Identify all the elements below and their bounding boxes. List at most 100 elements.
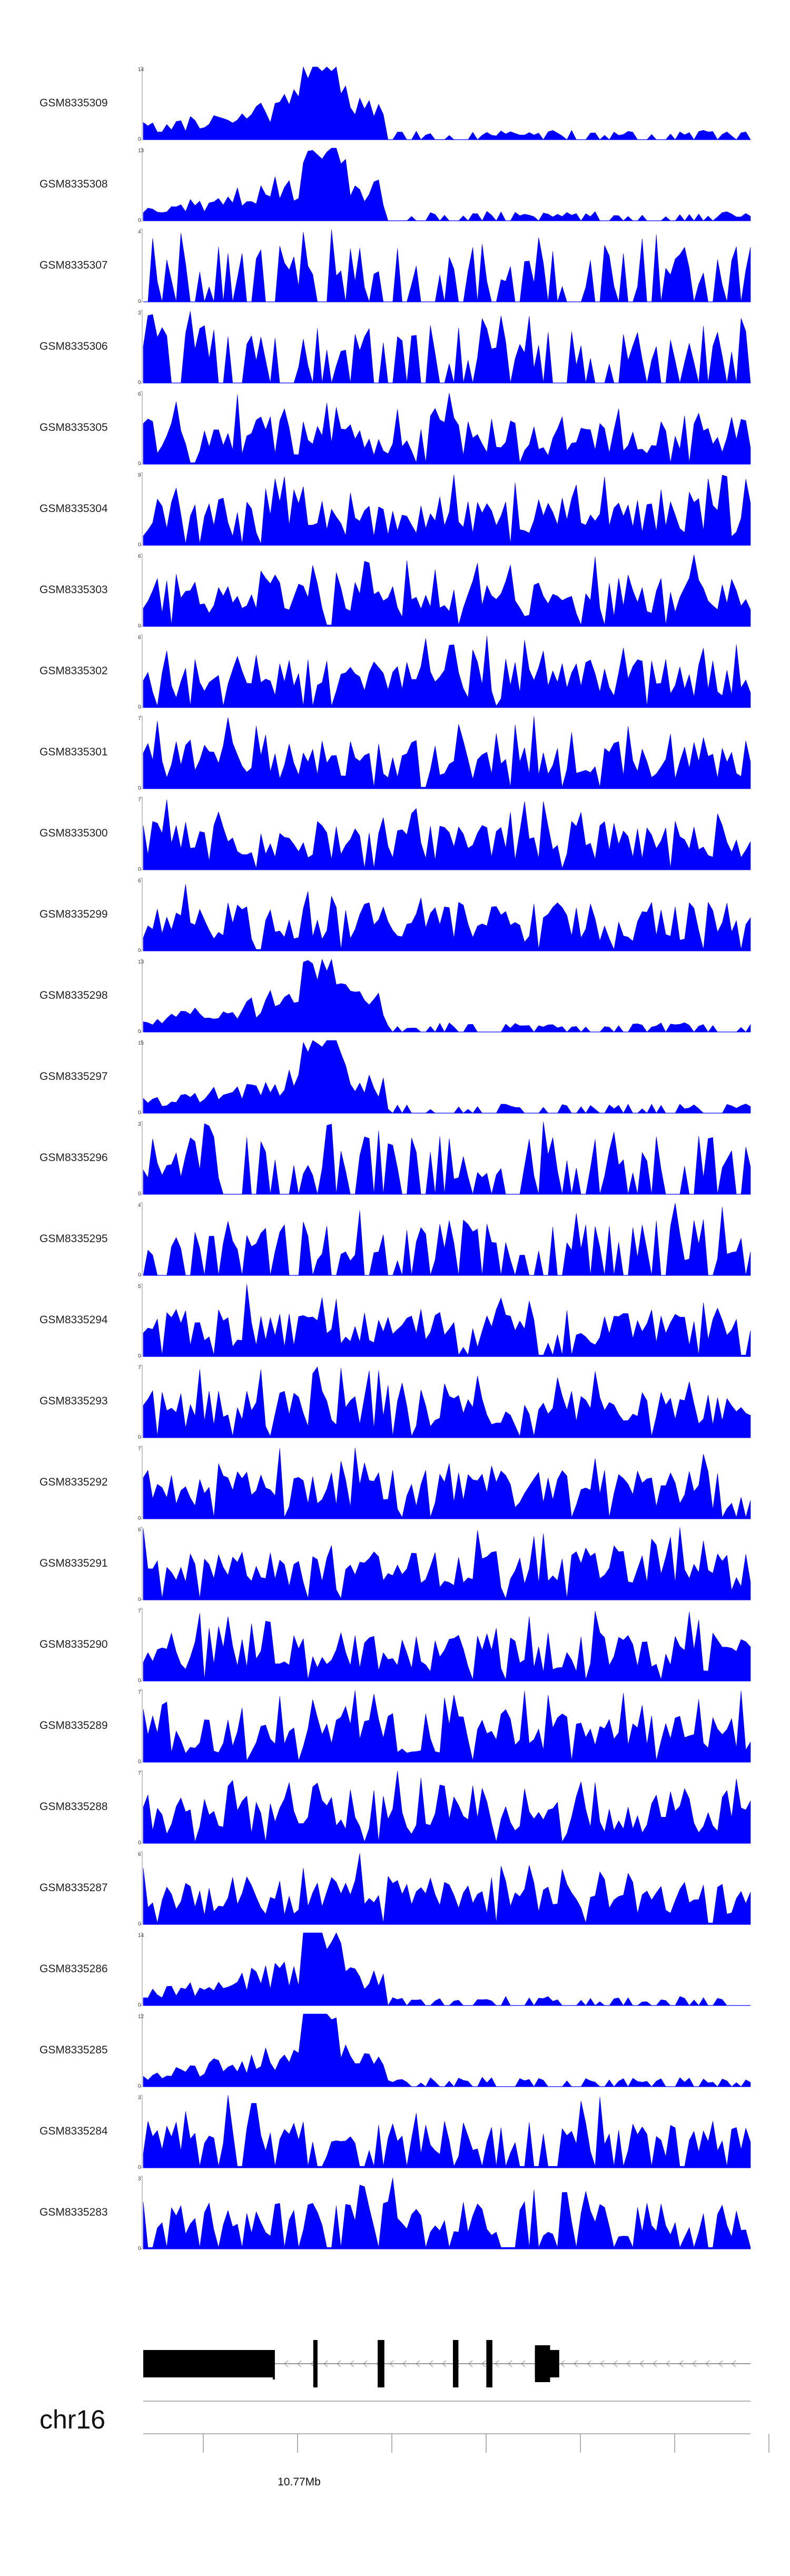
track-label: GSM8335289 (39, 1719, 108, 1732)
y-max-label: 13 (138, 959, 144, 965)
track-GSM8335287: GSM8335287 6 0 (39, 1851, 751, 1927)
y-max-label: 14 (138, 1933, 144, 1939)
track-label: GSM8335299 (39, 908, 108, 920)
strand-arrow (732, 2360, 736, 2367)
track-label: GSM8335287 (39, 1882, 108, 1894)
strand-arrow (310, 2360, 315, 2367)
exon (486, 2340, 492, 2387)
track-GSM8335300: GSM8335300 7 0 (39, 797, 751, 872)
track-GSM8335297: GSM8335297 15 0 (39, 1040, 751, 1116)
y-min-label: 0 (138, 948, 141, 953)
y-min-label: 0 (138, 1759, 141, 1765)
y-max-label: 3 (138, 1122, 141, 1127)
track-GSM8335291: GSM8335291 6 0 (39, 1527, 751, 1602)
track-label: GSM8335292 (39, 1476, 108, 1488)
gene-model (143, 2340, 750, 2387)
coverage-area (143, 716, 751, 789)
y-min-label: 0 (138, 1840, 141, 1846)
y-min-label: 0 (138, 1191, 141, 1197)
strand-arrow (416, 2360, 420, 2367)
coverage-area (143, 1932, 750, 2006)
y-max-label: 4 (138, 1203, 141, 1208)
coverage-area (143, 1366, 751, 1438)
track-GSM8335294: GSM8335294 5 0 (39, 1283, 751, 1359)
track-label: GSM8335293 (39, 1395, 108, 1407)
strand-arrow (323, 2360, 328, 2367)
coverage-area (143, 884, 751, 951)
strand-arrow (481, 2360, 486, 2367)
track-GSM8335288: GSM8335288 7 0 (39, 1770, 751, 1846)
track-GSM8335286: GSM8335286 14 0 (39, 1932, 750, 2008)
coverage-area (143, 1611, 751, 1682)
track-label: GSM8335303 (39, 584, 108, 596)
track-GSM8335304: GSM8335304 9 0 (39, 472, 751, 548)
y-min-label: 0 (138, 380, 141, 386)
track-GSM8335283: GSM8335283 3 0 (39, 2176, 751, 2251)
track-GSM8335303: GSM8335303 6 0 (39, 553, 751, 629)
strand-arrow (653, 2360, 657, 2367)
track-label: GSM8335283 (39, 2206, 108, 2218)
exon (313, 2340, 318, 2387)
strand-arrow (705, 2360, 710, 2367)
coverage-area (143, 1284, 751, 1357)
y-max-label: 14 (138, 67, 144, 73)
coverage-area (143, 148, 751, 221)
y-max-label: 9 (138, 473, 141, 478)
exon (453, 2340, 459, 2387)
coverage-area (143, 311, 751, 384)
coverage-area (143, 2095, 751, 2168)
y-max-label: 3 (138, 2176, 141, 2182)
track-label: GSM8335297 (39, 1070, 108, 1083)
y-min-label: 0 (138, 1272, 141, 1278)
coverage-area (143, 1448, 751, 1519)
y-max-label: 7 (138, 797, 141, 803)
strand-arrow (574, 2360, 578, 2367)
y-max-label: 3 (138, 2095, 141, 2101)
y-min-label: 0 (138, 2246, 141, 2251)
track-GSM8335284: GSM8335284 3 0 (39, 2095, 751, 2170)
y-max-label: 6 (138, 391, 141, 397)
strand-arrow (600, 2360, 605, 2367)
y-min-label: 0 (138, 867, 141, 872)
chromosome-label: chr16 (39, 2405, 105, 2434)
coverage-tracks: GSM8335309140GSM8335308130GSM833530740GS… (39, 66, 751, 2251)
coverage-area (143, 1853, 751, 1925)
y-max-label: 6 (138, 554, 141, 559)
strand-arrow (363, 2360, 368, 2367)
coverage-area (143, 554, 751, 627)
y-min-label: 0 (138, 1516, 141, 1521)
y-max-label: 6 (138, 878, 141, 884)
coverage-area (143, 1690, 751, 1763)
track-label: GSM8335296 (39, 1152, 108, 1164)
y-max-label: 7 (138, 1608, 141, 1614)
y-max-label: 4 (138, 229, 141, 235)
strand-arrow (337, 2360, 341, 2367)
track-GSM8335307: GSM8335307 4 0 (39, 229, 751, 304)
y-max-label: 3 (138, 310, 141, 316)
track-label: GSM8335308 (39, 178, 108, 190)
coverage-area (143, 2177, 751, 2249)
track-GSM8335305: GSM8335305 6 0 (39, 391, 751, 467)
y-min-label: 0 (138, 136, 141, 142)
strand-arrow (402, 2360, 407, 2367)
exon (535, 2350, 559, 2377)
track-label: GSM8335300 (39, 827, 108, 839)
y-min-label: 0 (138, 1353, 141, 1359)
strand-arrow (626, 2360, 631, 2367)
strand-arrow (587, 2360, 591, 2367)
strand-arrow (468, 2360, 473, 2367)
y-min-label: 0 (138, 218, 141, 223)
coverage-area (143, 635, 751, 708)
track-GSM8335302: GSM8335302 6 0 (39, 634, 751, 710)
track-GSM8335295: GSM8335295 4 0 (39, 1202, 751, 1278)
track-label: GSM8335307 (39, 259, 108, 271)
track-label: GSM8335302 (39, 665, 108, 677)
track-label: GSM8335298 (39, 989, 108, 1001)
coverage-area (143, 1771, 751, 1844)
y-min-label: 0 (138, 542, 141, 548)
track-label: GSM8335290 (39, 1638, 108, 1650)
coverage-area (143, 2013, 751, 2087)
coverage-area (143, 799, 751, 870)
y-max-label: 12 (138, 2014, 144, 2020)
track-GSM8335292: GSM8335292 7 0 (39, 1446, 751, 1521)
